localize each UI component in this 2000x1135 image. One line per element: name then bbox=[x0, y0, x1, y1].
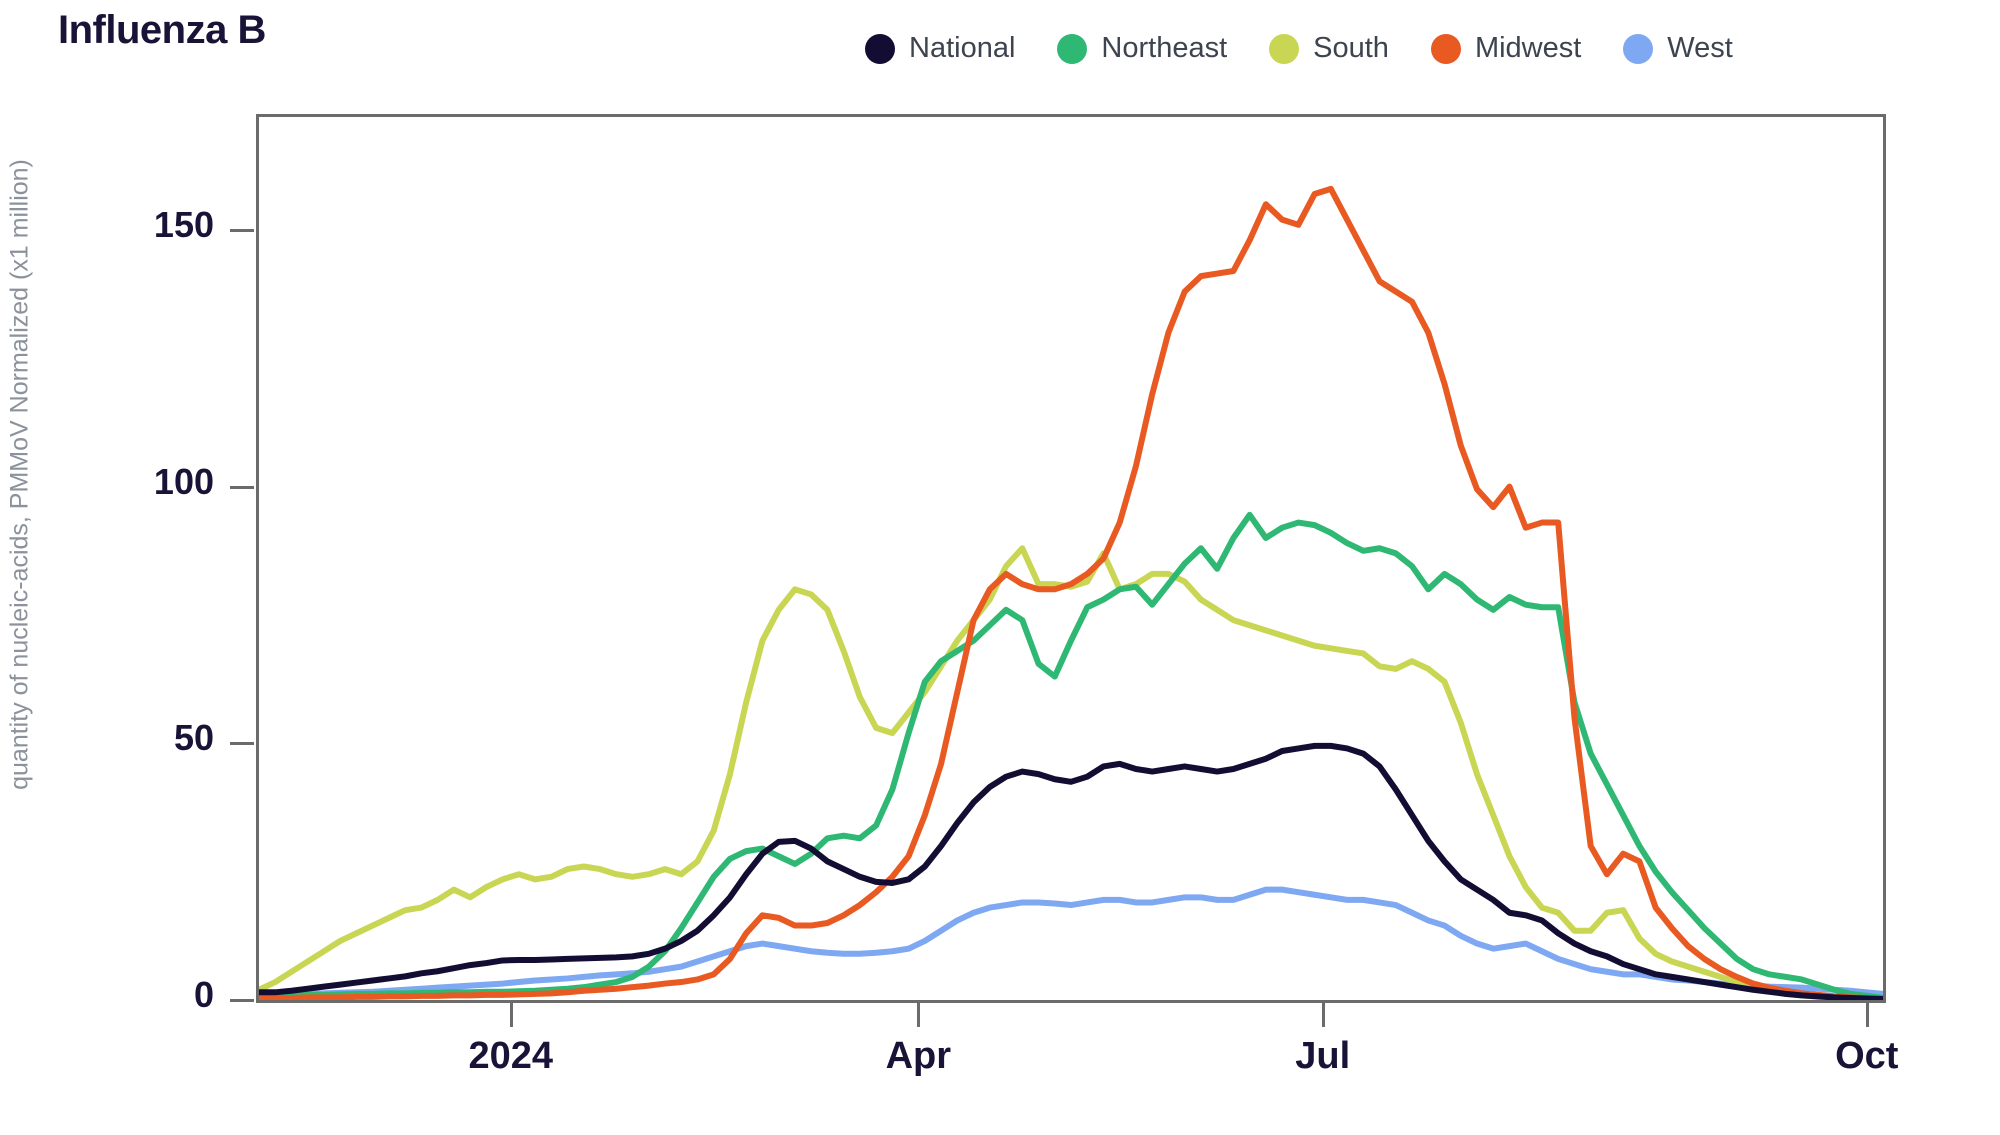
circle-swatch-icon bbox=[865, 33, 895, 64]
y-axis-title: quantity of nucleic-acids, PMMoV Normali… bbox=[5, 159, 34, 790]
legend-label: Midwest bbox=[1474, 32, 1582, 64]
y-tick-mark bbox=[230, 999, 254, 1002]
x-tick-label: 2024 bbox=[468, 1035, 553, 1077]
y-tick-mark bbox=[230, 485, 254, 489]
legend-item-midwest[interactable]: Midwest bbox=[1430, 32, 1582, 65]
legend-label: National bbox=[909, 32, 1016, 64]
y-tick-label: 50 bbox=[173, 717, 214, 759]
legend-label: South bbox=[1313, 32, 1389, 64]
x-tick-label: Oct bbox=[1835, 1035, 1899, 1077]
circle-swatch-icon bbox=[1623, 33, 1654, 64]
y-tick-label: 0 bbox=[193, 974, 214, 1015]
legend-item-national[interactable]: National bbox=[865, 32, 1015, 65]
x-tick-mark bbox=[1321, 1001, 1325, 1027]
x-tick-mark bbox=[1865, 1001, 1869, 1027]
legend-item-northeast[interactable]: Northeast bbox=[1057, 32, 1227, 65]
series-line-national bbox=[259, 742, 1883, 1000]
chart-legend: National Northeast South Midwest West bbox=[865, 32, 1775, 65]
series-line-midwest bbox=[259, 185, 1883, 1000]
plot-area bbox=[256, 114, 1886, 1003]
circle-swatch-icon bbox=[1057, 33, 1088, 64]
series-line-west bbox=[259, 886, 1883, 998]
circle-swatch-icon bbox=[1269, 33, 1300, 64]
series-line-south bbox=[259, 545, 1883, 1000]
x-tick-label: Jul bbox=[1295, 1035, 1351, 1077]
x-tick-mark bbox=[509, 1001, 513, 1027]
legend-item-south[interactable]: South bbox=[1269, 32, 1389, 65]
legend-label: West bbox=[1667, 32, 1733, 64]
series-line-northeast bbox=[259, 511, 1883, 1000]
y-tick-label: 150 bbox=[153, 203, 214, 245]
y-tick-label: 100 bbox=[153, 460, 214, 502]
circle-swatch-icon bbox=[1430, 33, 1461, 64]
legend-item-west[interactable]: West bbox=[1623, 32, 1733, 65]
series-lines bbox=[259, 185, 1883, 1000]
legend-label: Northeast bbox=[1101, 32, 1228, 64]
x-tick-mark bbox=[917, 1001, 921, 1027]
y-tick-mark bbox=[230, 742, 254, 746]
x-tick-label: Apr bbox=[885, 1035, 952, 1077]
page-title: Influenza B bbox=[58, 8, 266, 52]
y-tick-mark bbox=[230, 228, 254, 232]
